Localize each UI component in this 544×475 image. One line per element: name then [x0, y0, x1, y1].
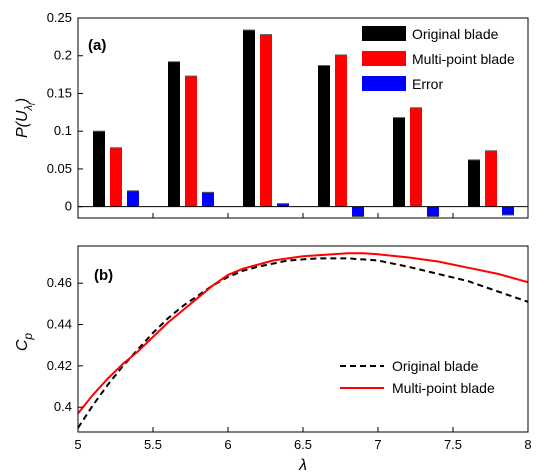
- panel-a-ytick-label: 0.05: [47, 161, 72, 176]
- panel-a-ylabel: P(Uλi): [14, 98, 37, 138]
- legend-swatch-1: [362, 26, 406, 41]
- panel-b-xtick-label: 5.5: [144, 437, 162, 452]
- panel-a-ytick-label: 0.15: [47, 85, 72, 100]
- series-line-1: [77, 257, 529, 429]
- panel-b-legend: Original blade Multi-point blade: [340, 358, 495, 396]
- panel-b-xlabel: λ: [298, 457, 307, 474]
- legend-label-2: Multi-point blade: [412, 51, 515, 67]
- bar-1-2: [168, 61, 180, 207]
- bar-3-5: [427, 206, 439, 217]
- panel-a-bars: [93, 29, 514, 217]
- panel-a-ytick-label: 0.25: [47, 10, 72, 25]
- legend-line-label-1: Original blade: [392, 358, 479, 374]
- bar-1-1: [93, 131, 105, 207]
- panel-a-legend: Original blade Multi-point blade Error: [362, 26, 515, 92]
- panel-a-ytick-label: 0.2: [54, 48, 72, 63]
- panel-a: 0 0.05 0.1 0.15 0.2 0.25 (a) P(Uλi) Original …: [14, 10, 529, 219]
- panel-b-xtick-label: 7.5: [444, 437, 462, 452]
- panel-b-ylabel: Cp: [14, 333, 35, 352]
- panel-b-ytick-label: 0.44: [47, 317, 72, 332]
- panel-b-ticks: 5 5.5 6 6.5 7 7.5 8 0.4 0.42 0.44 0.46: [47, 275, 532, 452]
- panel-b-ytick-label: 0.4: [54, 399, 72, 414]
- panel-b-ytick-label: 0.46: [47, 275, 72, 290]
- bar-3-6: [502, 206, 514, 215]
- legend-label-1: Original blade: [412, 26, 499, 42]
- bar-1-5: [393, 117, 405, 207]
- bar-2-4: [335, 54, 347, 207]
- bar-3-4: [352, 206, 364, 217]
- panel-a-axes-frame: [77, 17, 529, 219]
- panel-b-xtick-label: 7: [374, 437, 381, 452]
- panel-b-ytick-label: 0.42: [47, 358, 72, 373]
- bar-1-6: [468, 159, 480, 207]
- bar-3-3: [277, 203, 289, 207]
- panel-b-xtick-label: 6: [224, 437, 231, 452]
- panel-b: 5 5.5 6 6.5 7 7.5 8 0.4 0.42 0.44 0.46 (b) Cp λ Or…: [14, 245, 532, 474]
- bar-2-1: [110, 147, 122, 207]
- panel-a-ytick-label: 0.1: [54, 123, 72, 138]
- panel-a-label: (a): [88, 37, 106, 54]
- bar-1-4: [318, 65, 330, 207]
- panel-b-xtick-label: 6.5: [294, 437, 312, 452]
- bar-2-2: [185, 76, 197, 207]
- legend-label-3: Error: [412, 76, 443, 92]
- bar-1-3: [243, 30, 255, 207]
- legend-swatch-3: [362, 76, 406, 91]
- panel-a-ticks: 0 0.05 0.1 0.15 0.2 0.25: [47, 10, 454, 218]
- panel-b-label: (b): [94, 267, 113, 284]
- bar-3-2: [202, 192, 214, 207]
- panel-b-lines: [77, 252, 529, 429]
- bar-2-6: [485, 150, 497, 207]
- legend-swatch-2: [362, 51, 406, 66]
- bar-2-3: [260, 34, 272, 207]
- series-line-2: [77, 252, 529, 415]
- bar-3-1: [127, 190, 139, 207]
- panel-a-ytick-label: 0: [65, 199, 72, 214]
- panel-b-axes-frame: [77, 245, 529, 433]
- panel-b-xtick-label: 8: [524, 437, 531, 452]
- legend-line-label-2: Multi-point blade: [392, 380, 495, 396]
- panel-b-xtick-label: 5: [74, 437, 81, 452]
- bar-2-5: [410, 107, 422, 207]
